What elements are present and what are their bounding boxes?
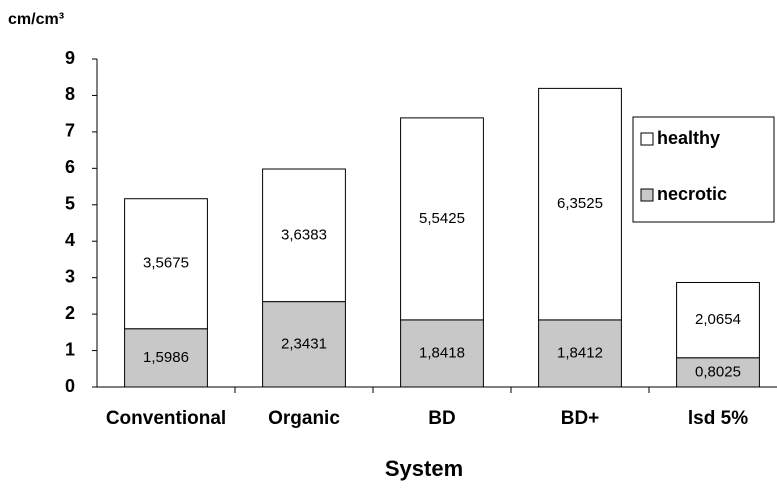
data-label: 3,6383 [281,226,327,243]
bar-segment [676,357,760,388]
data-label: 3,5675 [143,255,189,272]
data-label: 1,8412 [557,344,603,361]
data-label: 1,8418 [419,344,465,361]
bar-segment [262,168,346,303]
y-tick-label: 9 [65,48,75,68]
data-label: 2,0654 [695,311,741,328]
x-tick-label: Conventional [106,408,226,429]
x-tick-label: BD [428,408,455,429]
y-tick-label: 8 [65,84,75,104]
legend-label: healthy [657,128,720,148]
x-tick-label: Organic [268,408,340,429]
x-tick-label: BD+ [561,408,600,429]
bar-segment [400,319,484,388]
y-tick-label: 2 [65,303,75,323]
y-tick-label: 6 [65,157,75,177]
data-label: 0,8025 [695,363,741,380]
data-label: 5,5425 [419,210,465,227]
y-tick-label: 0 [65,376,75,396]
legend-swatch [640,132,654,146]
x-axis-label: System [385,456,463,481]
y-tick-label: 4 [65,230,75,250]
y-tick-label: 5 [65,194,75,214]
bar-segment [400,117,484,321]
bar-segment [262,301,346,388]
bar-segment [538,87,622,321]
bar-segment [124,328,208,388]
data-label: 1,5986 [143,349,189,366]
y-tick-label: 3 [65,266,75,286]
legend-box [632,116,775,223]
data-label: 6,3525 [557,195,603,212]
legend-label: necrotic [657,184,727,204]
bar-segment [676,281,760,359]
y-axis-label: cm/cm³ [8,11,64,28]
legend-swatch [640,188,654,202]
bar-segment [124,198,208,330]
data-label: 2,3431 [281,335,327,352]
y-tick-label: 7 [65,121,75,141]
y-tick-label: 1 [65,339,75,359]
x-tick-label: lsd 5% [688,408,748,429]
